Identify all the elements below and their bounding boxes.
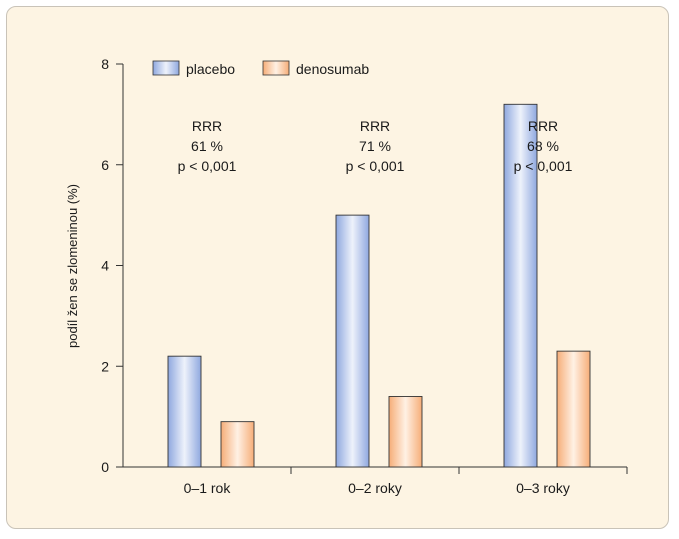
legend-label-denosumab: denosumab <box>296 61 369 77</box>
annotation-line: p < 0,001 <box>346 158 405 174</box>
y-tick-label: 0 <box>101 459 109 475</box>
legend-swatch-denosumab <box>262 60 290 76</box>
x-tick-label: 0–1 rok <box>184 480 232 496</box>
y-tick-label: 8 <box>101 56 109 72</box>
y-tick-label: 4 <box>101 258 109 274</box>
bar-placebo-1 <box>167 355 202 468</box>
annotation-line: RRR <box>360 118 390 134</box>
y-axis-label: podíl žen se zlomeninou (%) <box>65 184 80 348</box>
axes: 0 2 4 6 8 0–1 rok 0–2 roky 0–3 roky <box>101 56 628 496</box>
annotation-line: 61 % <box>191 138 223 154</box>
x-tick-label: 0–2 roky <box>348 480 402 496</box>
legend-label-placebo: placebo <box>186 61 235 77</box>
legend-swatch-placebo <box>152 60 180 76</box>
y-tick-label: 6 <box>101 157 109 173</box>
annotation-line: p < 0,001 <box>514 158 573 174</box>
bar-denosumab-2 <box>388 396 423 468</box>
annotation-line: 68 % <box>527 138 559 154</box>
legend: placebo denosumab <box>152 60 369 77</box>
annotation-line: RRR <box>192 118 222 134</box>
annotations: RRR 61 % p < 0,001 RRR 71 % p < 0,001 RRR 68 % p… <box>178 118 573 174</box>
bar-placebo-3 <box>503 103 538 468</box>
bars <box>167 103 591 468</box>
x-tick-label: 0–3 roky <box>516 480 570 496</box>
annotation-line: 71 % <box>359 138 391 154</box>
bar-placebo-2 <box>335 214 370 468</box>
bar-denosumab-3 <box>556 350 591 468</box>
annotation-line: RRR <box>528 118 558 134</box>
y-tick-label: 2 <box>101 358 109 374</box>
bar-denosumab-1 <box>220 421 255 468</box>
annotation-line: p < 0,001 <box>178 158 237 174</box>
